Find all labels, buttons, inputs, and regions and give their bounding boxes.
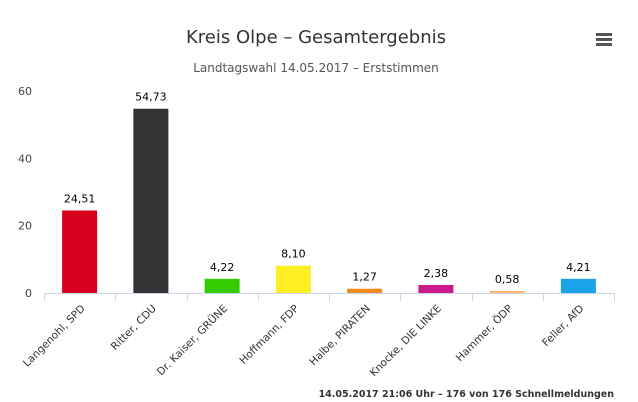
y-tick-label: 40	[18, 152, 32, 165]
data-label: 54,73	[135, 91, 167, 104]
y-tick-label: 0	[25, 287, 32, 300]
data-label: 8,10	[281, 248, 306, 261]
bar[interactable]	[489, 291, 525, 293]
x-tick-label: Feller, AfD	[540, 303, 587, 350]
data-label: 1,27	[352, 271, 377, 284]
menu-icon-line	[596, 33, 612, 36]
y-tick-label: 20	[18, 220, 32, 233]
y-axis: 0 20 40 60	[18, 85, 32, 300]
x-tick-label: Knocke, DIE LINKE	[368, 303, 444, 379]
data-labels: 24,51 54,73 4,22 8,10 1,27 2,38 0,58 4,21	[64, 91, 591, 286]
menu-icon-line	[596, 43, 612, 46]
data-label: 0,58	[495, 273, 520, 286]
bars	[62, 108, 596, 293]
hamburger-menu-icon[interactable]	[590, 28, 618, 52]
data-label: 2,38	[424, 267, 449, 280]
credits-text: 14.05.2017 21:06 Uhr – 176 von 176 Schne…	[319, 389, 615, 400]
bar[interactable]	[347, 288, 383, 293]
data-label: 4,22	[210, 261, 235, 274]
x-tick-label: Langenohl, SPD	[21, 303, 88, 370]
x-tick-label: Ritter, CDU	[109, 303, 159, 353]
x-tick-label: Halbe, PIRATEN	[307, 303, 372, 368]
bar[interactable]	[560, 278, 596, 293]
x-tick-label: Hoffmann, FDP	[237, 303, 301, 367]
y-tick-label: 60	[18, 85, 32, 98]
chart-title: Kreis Olpe – Gesamtergebnis	[186, 27, 446, 48]
bar[interactable]	[62, 210, 98, 293]
bar[interactable]	[133, 108, 169, 293]
data-label: 24,51	[64, 192, 96, 205]
chart-subtitle: Landtagswahl 14.05.2017 – Erststimmen	[193, 61, 439, 75]
data-label: 4,21	[566, 261, 591, 274]
bar[interactable]	[275, 265, 311, 293]
bar[interactable]	[418, 284, 454, 293]
bar[interactable]	[204, 278, 240, 293]
x-tick-label: Dr. Kaiser, GRÜNE	[154, 302, 230, 378]
x-tick-label: Hammer, ÖDP	[453, 302, 515, 364]
menu-icon-line	[596, 38, 612, 41]
